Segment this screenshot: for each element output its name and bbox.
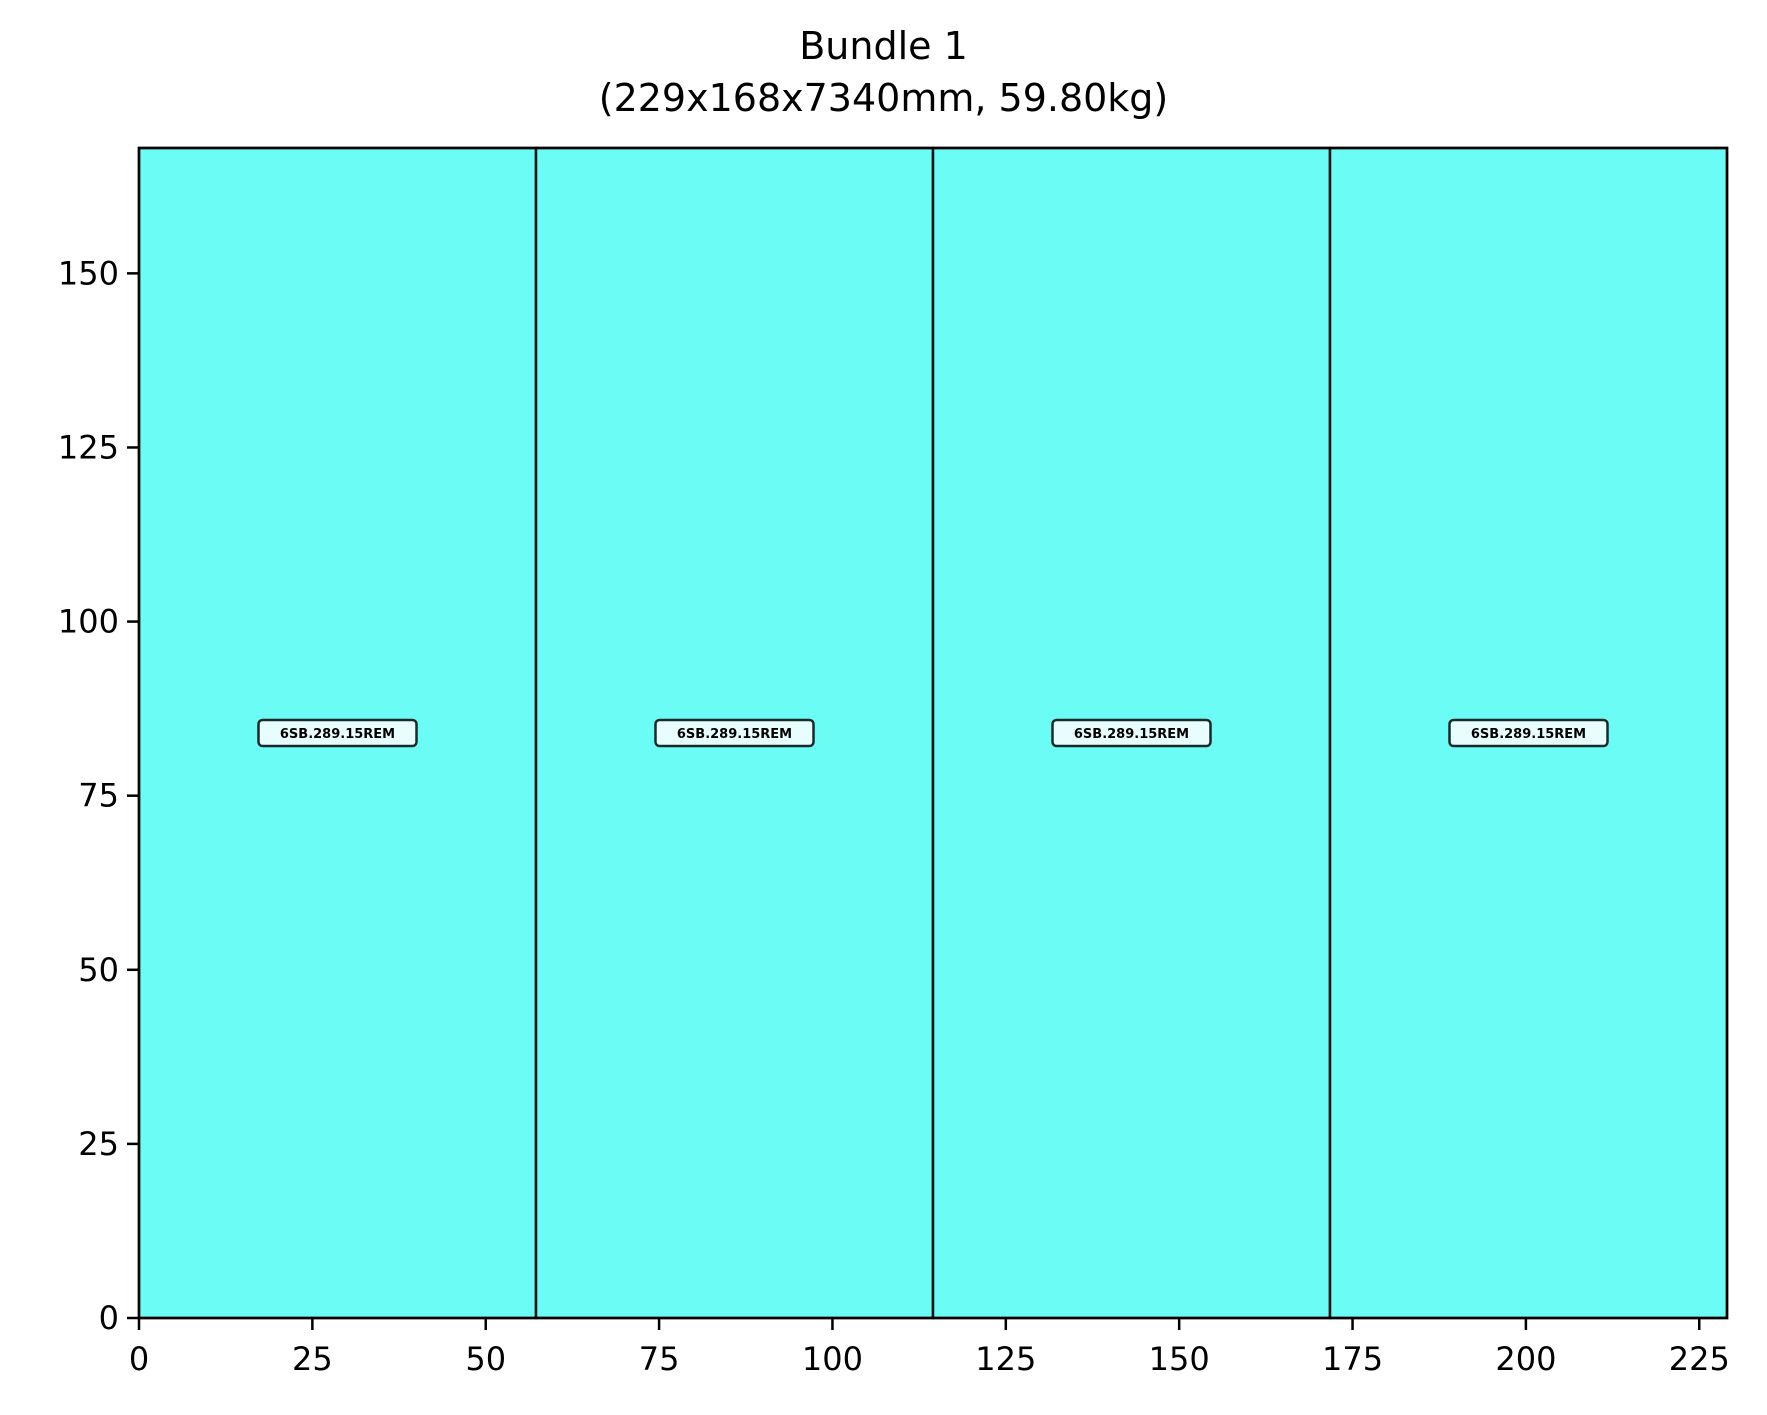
x-tick-label-0: 0 bbox=[129, 1340, 149, 1378]
y-tick-label-5: 125 bbox=[58, 428, 119, 466]
x-tick-label-8: 200 bbox=[1495, 1340, 1556, 1378]
y-tick-label-6: 150 bbox=[58, 254, 119, 292]
y-tick-label-4: 100 bbox=[58, 603, 119, 641]
y-tick-label-1: 25 bbox=[78, 1125, 119, 1163]
piece-label-box-4 bbox=[1448, 718, 1609, 748]
x-tick-label-6: 150 bbox=[1149, 1340, 1210, 1378]
y-tick-label-0: 0 bbox=[99, 1299, 119, 1337]
piece-label-3: 6SB.289.15REM bbox=[1074, 727, 1189, 742]
x-tick-label-2: 50 bbox=[465, 1340, 506, 1378]
x-tick-label-4: 100 bbox=[802, 1340, 863, 1378]
piece-label-1: 6SB.289.15REM bbox=[280, 727, 395, 742]
piece-label-box-3 bbox=[1051, 718, 1212, 748]
y-tick-label-3: 75 bbox=[78, 777, 119, 815]
x-tick-label-1: 25 bbox=[292, 1340, 333, 1378]
labels-layer: 6SB.289.15REM 6SB.289.15REM 6SB.289.15REM 6… bbox=[257, 718, 1609, 748]
x-tick-label-5: 125 bbox=[975, 1340, 1036, 1378]
piece-label-box-1 bbox=[257, 718, 418, 748]
chart-title-line1: Bundle 1 bbox=[799, 24, 968, 68]
chart-title-line2: (229x168x7340mm, 59.80kg) bbox=[598, 76, 1169, 120]
x-tick-label-9: 225 bbox=[1669, 1340, 1730, 1378]
x-tick-label-3: 75 bbox=[639, 1340, 680, 1378]
piece-label-box-2 bbox=[654, 718, 815, 748]
plot-frame bbox=[137, 146, 1729, 1320]
y-tick-label-2: 50 bbox=[78, 951, 119, 989]
x-tick-label-7: 175 bbox=[1322, 1340, 1383, 1378]
piece-label-2: 6SB.289.15REM bbox=[677, 727, 792, 742]
axes-layer: 0 25 50 75 100 125 150 175 200 225 0 25 50 75 100 125 15… bbox=[58, 146, 1730, 1378]
piece-label-4: 6SB.289.15REM bbox=[1471, 727, 1586, 742]
